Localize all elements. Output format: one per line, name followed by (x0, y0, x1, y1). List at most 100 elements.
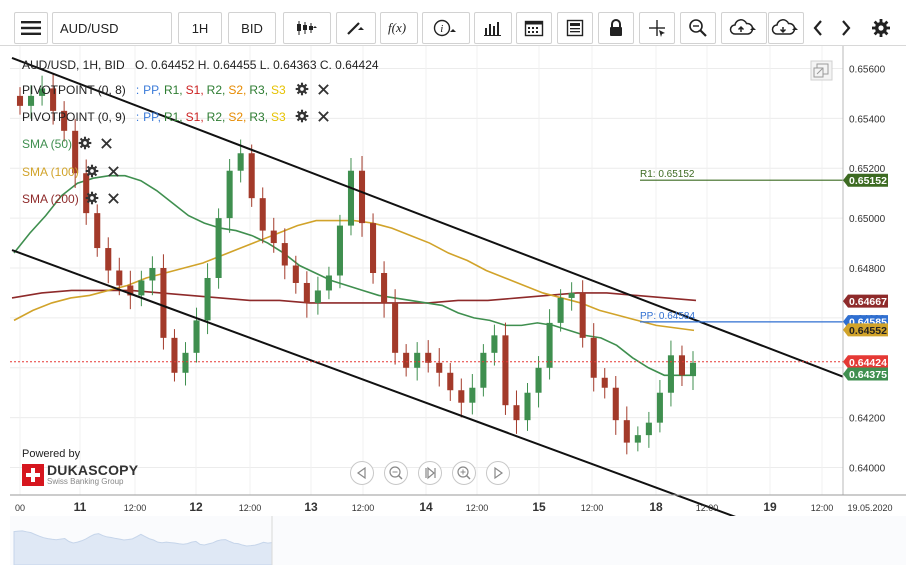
price-tick-label: 0.65200 (849, 164, 886, 175)
pivot-level-r1: R1, (163, 110, 183, 124)
candle (381, 261, 388, 318)
candle (447, 363, 454, 401)
pivot-level-s3: S3 (271, 110, 286, 124)
dukascopy-logo: DUKASCOPY Swiss Banking Group (22, 463, 138, 486)
calculator-button[interactable] (557, 12, 593, 44)
function-button[interactable]: f(x) (380, 12, 418, 44)
reset-button[interactable] (418, 461, 442, 485)
cloud-download-icon (771, 19, 798, 35)
candle (469, 374, 476, 415)
crosshair-button[interactable] (639, 12, 675, 44)
navigator-strip[interactable] (10, 516, 906, 565)
cloud-upload-icon (729, 19, 756, 35)
gear-icon (872, 19, 890, 37)
time-tick-label: 12:00 (581, 503, 604, 513)
candle (226, 158, 233, 233)
time-tick-label: 12:00 (239, 503, 262, 513)
indicator-gear-icon[interactable] (295, 82, 309, 96)
pivot-label-r1: R1: 0.65152 (640, 169, 695, 180)
draw-tool-button[interactable] (336, 12, 376, 44)
chevron-right-icon (842, 20, 851, 36)
indicator-row[interactable]: PIVOTPOINT (0, 9): PP, R1, S1, R2, S2, R3, S3 (22, 109, 330, 124)
instrument-line: AUD/USD, 1H, BID (22, 58, 125, 72)
time-tick-label: 15 (532, 500, 546, 514)
zoom-in-button[interactable] (452, 461, 476, 485)
indicator-gear-icon[interactable] (295, 109, 309, 123)
grid-lines (10, 46, 843, 495)
candle (590, 323, 597, 392)
candle (182, 342, 189, 386)
indicator-label: SMA (50) (22, 137, 73, 151)
indicator-row[interactable]: SMA (100) (22, 164, 120, 179)
price-axis[interactable]: 0.65600 0.65400 0.65200 0.65000 0.64800 0.646… (849, 64, 886, 474)
upload-button[interactable] (721, 12, 767, 44)
indicators-button[interactable] (474, 12, 512, 44)
indicator-close-icon[interactable] (107, 165, 120, 178)
indicator-separator: : (135, 110, 140, 124)
indicator-gear-icon[interactable] (85, 164, 99, 178)
trend-channel[interactable] (11, 56, 844, 558)
indicator-row[interactable]: SMA (50) (22, 136, 113, 151)
download-button[interactable] (768, 12, 804, 44)
candle-type-icon (297, 21, 317, 35)
candle (612, 376, 619, 435)
candle (72, 119, 79, 188)
settings-button[interactable] (866, 12, 896, 44)
time-axis[interactable]: 00 11 12:00 12 12:00 13 12:00 14 12:00 15 12:00 18 1… (15, 500, 893, 514)
candle (171, 329, 178, 382)
draw-tool-icon (347, 22, 364, 35)
pivot-level-r2: R2, (206, 83, 226, 97)
channel-upper-line[interactable] (11, 56, 844, 378)
scroll-back-button[interactable] (350, 461, 374, 485)
candle-type-button[interactable] (283, 12, 331, 44)
candle (414, 342, 421, 381)
symbol-select[interactable]: AUD/USD (52, 12, 172, 44)
zoom-in-icon (457, 466, 471, 480)
pivot-label-pp: PP: 0.64584 (640, 311, 695, 322)
pivot-level-lines (10, 179, 843, 363)
price-chart[interactable]: 0.65600 0.65400 0.65200 0.65000 0.64800 0.646… (0, 46, 906, 565)
channel-lower-line[interactable] (11, 249, 844, 558)
svg-text:0.64667: 0.64667 (849, 296, 887, 308)
calendar-button[interactable] (516, 12, 552, 44)
price-tick-label: 0.64800 (849, 264, 886, 275)
expand-icon[interactable] (810, 60, 833, 81)
scroll-forward-button[interactable] (486, 461, 510, 485)
info-button[interactable]: i (422, 12, 470, 44)
candle (127, 270, 134, 310)
indicator-close-icon[interactable] (100, 137, 113, 150)
indicator-close-icon[interactable] (317, 110, 330, 123)
zoom-out-button[interactable] (384, 461, 408, 485)
chart-area[interactable]: 0.65600 0.65400 0.65200 0.65000 0.64800 0.646… (0, 46, 906, 565)
lock-button[interactable] (598, 12, 634, 44)
candle (634, 426, 641, 452)
hamburger-menu-icon[interactable] (14, 12, 48, 44)
indicator-row[interactable]: PIVOTPOINT (0, 8): PP, R1, S1, R2, S2, R3, S3 (22, 82, 330, 97)
time-tick-label: 12 (189, 500, 203, 514)
price-side-select[interactable]: BID (228, 12, 276, 44)
indicator-gear-icon[interactable] (78, 136, 92, 150)
indicator-gear-icon[interactable] (85, 191, 99, 205)
timeframe-select[interactable]: 1H (178, 12, 222, 44)
candle (61, 101, 68, 142)
candle (270, 217, 277, 253)
time-tick-label: 19.05.2020 (847, 503, 892, 513)
candle (392, 289, 399, 365)
scroll-right-button[interactable] (833, 12, 859, 44)
indicator-row[interactable]: SMA (200) (22, 191, 120, 206)
indicator-close-icon[interactable] (317, 83, 330, 96)
zoom-button[interactable] (680, 12, 716, 44)
candle (557, 289, 564, 332)
time-tick-label: 12:00 (466, 503, 489, 513)
candle (39, 75, 46, 106)
pivot-level-s2: S2, (228, 83, 247, 97)
svg-text:0.64424: 0.64424 (849, 357, 887, 369)
indicator-close-icon[interactable] (107, 192, 120, 205)
indicator-label: SMA (200) (22, 192, 79, 206)
scroll-left-button[interactable] (805, 12, 831, 44)
pivot-level-r2: R2, (206, 110, 226, 124)
candle (237, 139, 244, 183)
candle (138, 270, 145, 307)
candle (425, 340, 432, 373)
candle (436, 348, 443, 387)
